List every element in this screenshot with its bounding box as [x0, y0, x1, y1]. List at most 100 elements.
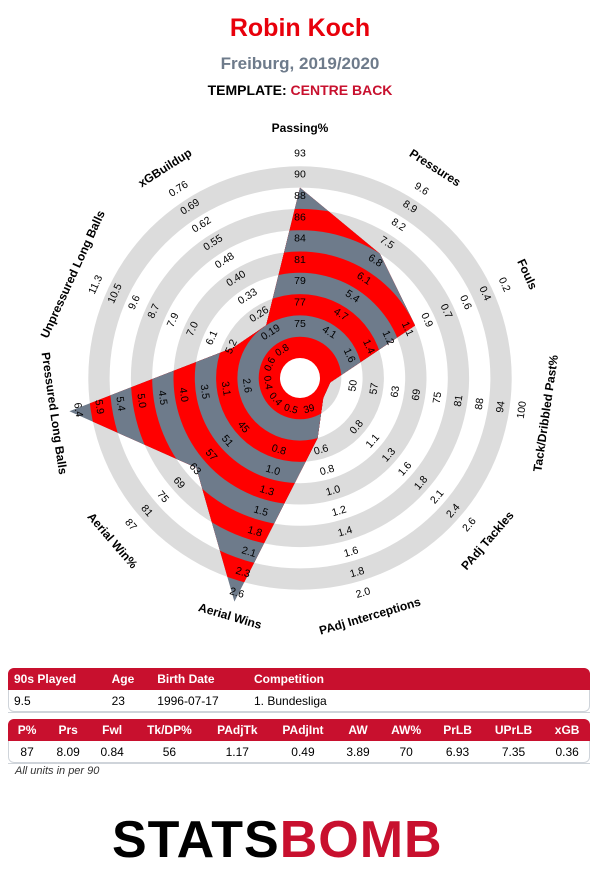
table-cell: 56 [134, 741, 205, 764]
table-header: 90s Played [8, 668, 106, 690]
radar-tick-label: 75 [294, 318, 306, 330]
radar-tick-label: 2.0 [354, 585, 372, 601]
radar-tick-label: 2.1 [240, 544, 258, 560]
radar-tick-label: 1.4 [336, 524, 354, 540]
radar-tick-label: 2.6 [228, 585, 246, 601]
table-cell: 9.5 [8, 690, 106, 713]
radar-tick-label: 81 [294, 254, 306, 266]
radar-tick-label: 1.0 [324, 483, 342, 499]
table-cell: 87 [8, 741, 47, 764]
table-header: UPrLB [482, 719, 545, 741]
template-value: CENTRE BACK [290, 82, 393, 98]
radar-hole [280, 358, 320, 398]
radar-tick-label: 7.9 [165, 311, 182, 329]
radar-tick-label: 1.2 [380, 329, 397, 347]
radar-tick-label: 8.7 [145, 302, 162, 320]
radar-tick-label: 5.4 [113, 396, 127, 412]
radar-tick-label: 0.7 [438, 302, 455, 320]
radar-tick-label: 5.0 [134, 393, 148, 409]
radar-axis-label: Pressured Long Balls [39, 351, 70, 475]
logo-text-bomb: BOMB [279, 811, 443, 869]
radar-tick-label: 75 [431, 391, 445, 404]
table-row: 9.5 23 1996-07-17 1. Bundesliga [8, 690, 590, 713]
logo-text-stats: STATS [112, 811, 280, 869]
table-header: PAdjInt [269, 719, 337, 741]
table-cell: 23 [105, 690, 152, 713]
radar-tick-label: 88 [473, 397, 487, 410]
table-cell: 3.89 [336, 741, 380, 764]
table-header: PrLB [432, 719, 483, 741]
units-footnote: All units in per 90 [15, 765, 100, 777]
radar-tick-label: 1.6 [341, 346, 358, 364]
radar-tick-label: 100 [515, 400, 529, 419]
radar-tick-label: 69 [410, 388, 424, 401]
team-season: Freiburg, 2019/2020 [220, 54, 380, 73]
radar-tick-label: 2.3 [234, 565, 252, 581]
statsbomb-logo: STATSBOMB [112, 810, 443, 870]
radar-tick-label: 81 [452, 394, 466, 407]
table-header: xGB [544, 719, 590, 741]
radar-tick-label: 0.2 [496, 276, 513, 294]
table-cell: 6.93 [432, 741, 483, 764]
radar-tick-label: 0.6 [457, 293, 474, 311]
table-cell: 70 [380, 741, 433, 764]
radar-tick-label: 0.5 [283, 402, 300, 417]
table-header: AW [336, 719, 380, 741]
radar-axis-label: Fouls [514, 257, 540, 292]
radar-tick-label: 0.4 [261, 375, 274, 391]
table-header: Fwl [90, 719, 135, 741]
radar-tick-label: 6.4 [71, 402, 85, 418]
radar-tick-label: 1.2 [330, 503, 348, 519]
radar-tick-label: 6.1 [203, 329, 220, 347]
table-cell: 1. Bundesliga [248, 690, 590, 713]
radar-tick-label: 1.4 [360, 338, 377, 356]
radar-tick-label: 1.8 [348, 565, 366, 581]
radar-tick-label: 77 [294, 297, 306, 309]
table-header: Age [105, 668, 152, 690]
radar-tick-label: 4.5 [156, 390, 170, 406]
radar-tick-label: 0.4 [476, 284, 493, 302]
radar-tick-label: 57 [368, 382, 382, 395]
table-cell: 0.49 [269, 741, 337, 764]
template-label: TEMPLATE: [207, 82, 287, 98]
radar-tick-label: 0.6 [263, 355, 279, 373]
table-cell: 8.09 [46, 741, 91, 764]
radar-tick-label: 1.5 [252, 503, 270, 519]
radar-tick-label: 0.8 [270, 442, 288, 458]
radar-tick-label: 86 [294, 211, 306, 223]
radar-chart: 7577798184868890934.14.75.46.16.87.58.28… [38, 121, 562, 638]
table-cell: 0.36 [544, 741, 590, 764]
table-header: Prs [46, 719, 91, 741]
radar-tick-label: 1.0 [264, 463, 282, 479]
radar-tick-label: 3.5 [198, 384, 212, 400]
radar-tick-label: 0.6 [312, 442, 330, 458]
table-header: P% [8, 719, 47, 741]
radar-tick-label: 0.9 [418, 311, 435, 329]
radar-tick-label: 84 [294, 233, 306, 245]
radar-tick-label: 4.0 [177, 387, 191, 403]
radar-tick-label: 93 [294, 147, 306, 159]
radar-tick-label: 1.1 [399, 320, 416, 338]
radar-tick-label: 94 [494, 400, 508, 413]
stats-table: P% Prs Fwl Tk/DP% PAdjTk PAdjInt AW AW% PrLB UPrL… [8, 719, 590, 764]
radar-axis-label: Passing% [272, 121, 329, 135]
radar-tick-label: 1.8 [246, 524, 264, 540]
table-header: Competition [248, 668, 590, 690]
radar-tick-label: 90 [294, 169, 306, 181]
radar-tick-label: 50 [346, 379, 360, 392]
table-cell: 1.17 [204, 741, 270, 764]
radar-tick-label: 3.1 [219, 381, 233, 397]
radar-tick-label: 7.0 [184, 320, 201, 338]
radar-tick-label: 79 [294, 275, 306, 287]
table-cell: 7.35 [482, 741, 545, 764]
table-header: Birth Date [151, 668, 248, 690]
radar-tick-label: 39 [302, 402, 316, 416]
radar-tick-label: 0.8 [318, 463, 336, 479]
radar-tick-label: 2.6 [240, 378, 254, 394]
profile-table: 90s Played Age Birth Date Competition 9.… [8, 668, 590, 713]
table-header: PAdjTk [204, 719, 270, 741]
radar-tick-label: 1.6 [342, 544, 360, 560]
player-name: Robin Koch [229, 14, 371, 42]
radar-tick-label: 1.3 [258, 483, 276, 499]
table-cell: 1996-07-17 [151, 690, 248, 713]
